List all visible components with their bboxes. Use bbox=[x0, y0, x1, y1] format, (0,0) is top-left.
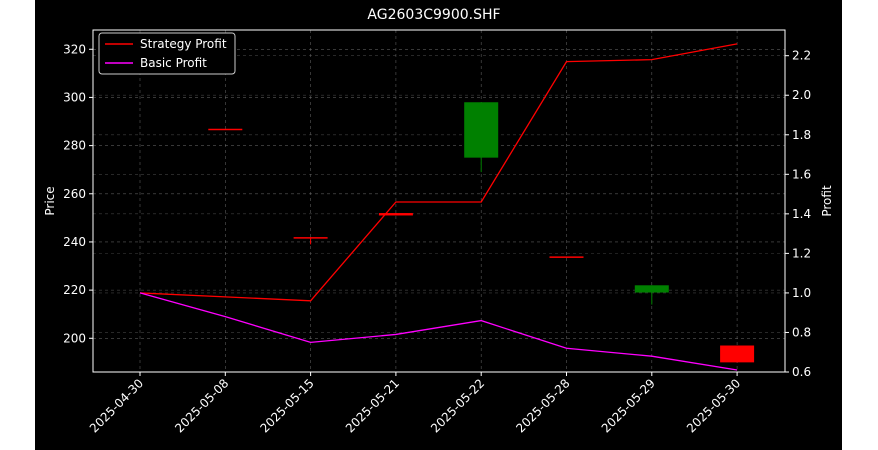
chart-canvas: AG2603C9900.SHF 200 220 240 260 280 300 320 0.6… bbox=[43, 7, 834, 435]
y-tick-label-right: 1.6 bbox=[792, 167, 811, 181]
candle-body bbox=[720, 345, 755, 363]
candle-body bbox=[549, 256, 584, 258]
strategy-profit-line bbox=[139, 43, 738, 302]
candle-body bbox=[293, 237, 328, 239]
y-tick-label-left: 200 bbox=[63, 331, 86, 345]
y-tick-label-right: 1.0 bbox=[792, 286, 811, 300]
y-axis-label-left: Price bbox=[43, 186, 57, 215]
candle-body bbox=[464, 102, 499, 158]
chart-title: AG2603C9900.SHF bbox=[367, 7, 500, 23]
candle-body bbox=[634, 285, 669, 293]
grid-layer bbox=[93, 30, 785, 373]
y-tick-label-right: 1.2 bbox=[792, 246, 811, 260]
y-tick-label-right: 2.0 bbox=[792, 88, 811, 102]
plot-frame bbox=[92, 29, 786, 373]
legend-label-basic-profit: Basic Profit bbox=[140, 56, 207, 70]
profit-lines bbox=[139, 43, 738, 371]
x-tick-label: 2025-05-21 bbox=[343, 376, 402, 435]
y-tick-label-left: 320 bbox=[63, 42, 86, 56]
y-axis-label-right: Profit bbox=[820, 185, 834, 217]
x-tick-label: 2025-05-08 bbox=[172, 376, 231, 435]
y-tick-label-left: 260 bbox=[63, 187, 86, 201]
x-tick-label: 2025-05-22 bbox=[428, 376, 487, 435]
legend: Strategy Profit Basic Profit bbox=[98, 32, 236, 75]
candlestick-series bbox=[208, 102, 755, 363]
x-tick-label: 2025-05-28 bbox=[513, 376, 572, 435]
y-tick-label-left: 300 bbox=[63, 90, 86, 104]
y-tick-label-right: 2.2 bbox=[792, 49, 811, 63]
chart-figure: AG2603C9900.SHF 200 220 240 260 280 300 320 0.6… bbox=[35, 0, 842, 450]
x-tick-label: 2025-05-15 bbox=[258, 376, 317, 435]
x-tick-label: 2025-04-30 bbox=[87, 376, 146, 435]
y-tick-label-right: 0.6 bbox=[792, 365, 811, 379]
axes: 200 220 240 260 280 300 320 0.6 0.8 1.0 1.2 1.4 1.6 1… bbox=[63, 42, 811, 435]
y-tick-label-left: 280 bbox=[63, 139, 86, 153]
x-tick-label: 2025-05-30 bbox=[684, 376, 743, 435]
x-tick-label: 2025-05-29 bbox=[599, 376, 658, 435]
candle-body bbox=[378, 213, 413, 216]
candle-body bbox=[208, 128, 243, 131]
y-tick-label-right: 0.8 bbox=[792, 325, 811, 339]
y-tick-label-left: 220 bbox=[63, 283, 86, 297]
legend-label-strategy-profit: Strategy Profit bbox=[140, 37, 227, 51]
y-tick-label-right: 1.4 bbox=[792, 207, 811, 221]
y-tick-label-right: 1.8 bbox=[792, 128, 811, 142]
y-tick-label-left: 240 bbox=[63, 235, 86, 249]
basic-profit-line bbox=[139, 292, 738, 371]
